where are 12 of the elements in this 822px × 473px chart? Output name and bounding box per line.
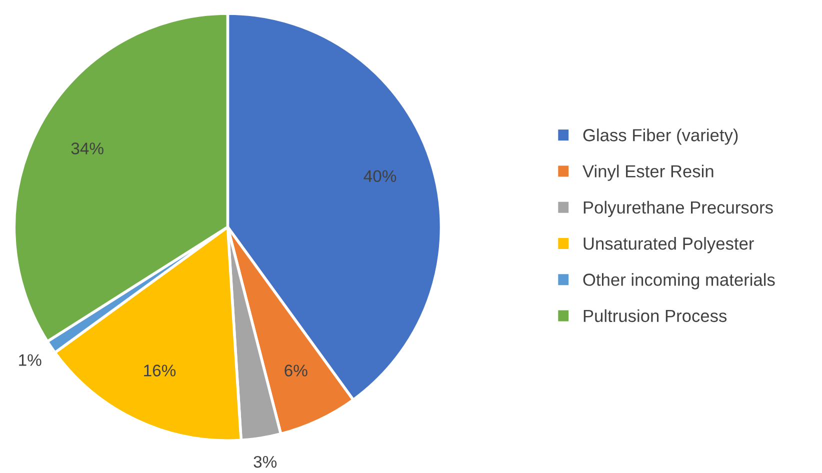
legend-label: Vinyl Ester Resin	[582, 164, 714, 181]
legend-label: Unsaturated Polyester	[584, 237, 754, 254]
data-label: 1%	[19, 354, 42, 366]
data-label: 16%	[144, 364, 176, 376]
legend-label: Other incoming materials	[583, 273, 775, 290]
data-label: 34%	[71, 142, 104, 154]
data-label: 6%	[284, 364, 308, 376]
legend-label: Glass Fiber (variety)	[583, 128, 738, 145]
data-label: 3%	[254, 456, 277, 468]
data-label: 40%	[364, 170, 396, 182]
legend-label: Polyurethane Precursors	[584, 200, 773, 218]
legend-label: Pultrusion Process	[584, 309, 727, 322]
